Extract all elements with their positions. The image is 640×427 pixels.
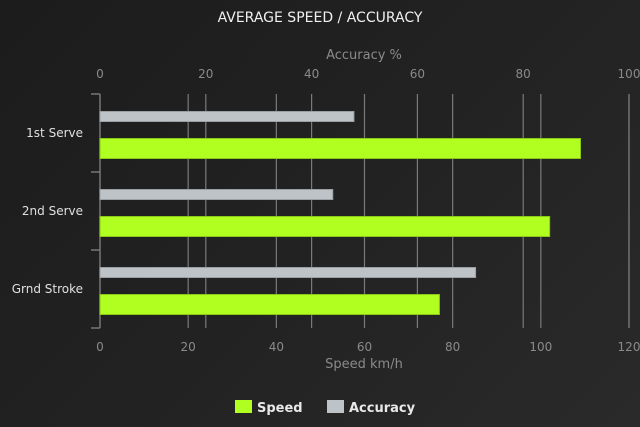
chart-title: AVERAGE SPEED / ACCURACY	[218, 10, 423, 26]
accuracy-legend-label: Accuracy	[349, 401, 416, 416]
accuracy-bar	[99, 111, 355, 122]
bottom-tick-label: 0	[96, 340, 104, 354]
top-tick-label: 60	[410, 67, 425, 81]
accuracy-bar	[99, 189, 334, 200]
bottom-tick-label: 100	[529, 340, 552, 354]
speed-bar	[99, 294, 440, 315]
category-label: 1st Serve	[26, 126, 83, 140]
bottom-tick-label: 80	[445, 340, 460, 354]
speed-legend-swatch	[235, 400, 252, 413]
speed-legend-label: Speed	[257, 401, 303, 416]
category-label: Grnd Stroke	[12, 282, 83, 296]
category-label: 2nd Serve	[22, 204, 83, 218]
speed-bar	[99, 138, 582, 159]
bottom-tick-label: 20	[181, 340, 196, 354]
top-tick-label: 100	[618, 67, 640, 81]
speed-bar	[99, 216, 551, 237]
top-tick-label: 40	[304, 67, 319, 81]
accuracy-bar	[99, 267, 477, 278]
top-tick-label: 80	[516, 67, 531, 81]
bottom-tick-label: 40	[269, 340, 284, 354]
legend: Speed Accuracy	[235, 400, 416, 416]
bottom-axis-label: Speed km/h	[325, 357, 403, 372]
bottom-tick-label: 120	[618, 340, 640, 354]
top-tick-label: 0	[96, 67, 104, 81]
top-axis-label: Accuracy %	[326, 48, 402, 63]
bottom-tick-label: 60	[357, 340, 372, 354]
top-tick-label: 20	[198, 67, 213, 81]
accuracy-legend-swatch	[327, 400, 344, 413]
